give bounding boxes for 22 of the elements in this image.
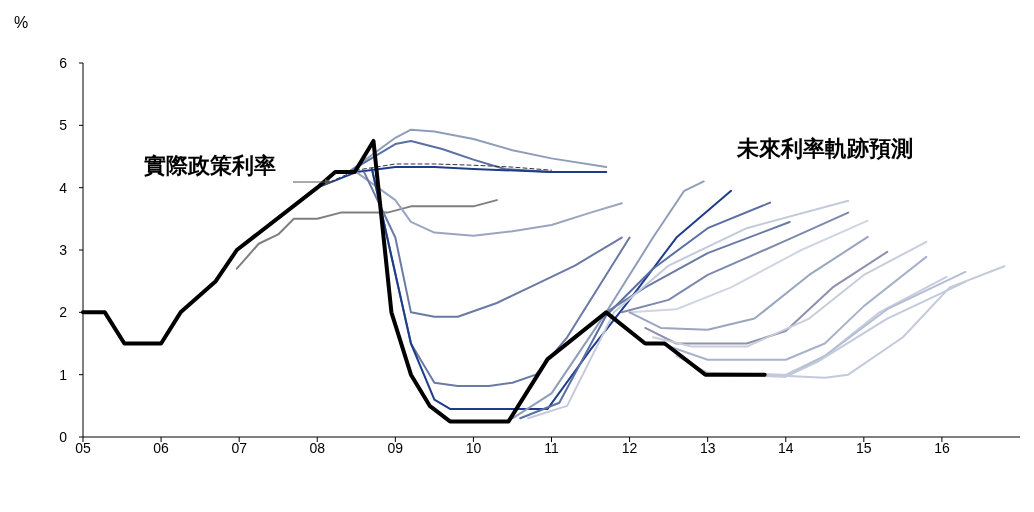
- y-tick-label: 3: [59, 242, 68, 258]
- x-tick-label: 12: [621, 440, 638, 456]
- x-tick-label: 14: [777, 440, 794, 456]
- y-tick-label: 2: [59, 304, 68, 321]
- y-tick-label: 1: [59, 366, 68, 383]
- x-tick-label: 06: [153, 440, 170, 456]
- annotation: 實際政策利率: [144, 153, 276, 178]
- x-tick-label: 05: [75, 440, 91, 456]
- y-tick-label: 6: [59, 55, 68, 71]
- annotation: 未來利率軌跡預測: [736, 136, 913, 161]
- x-tick-label: 09: [387, 440, 404, 456]
- x-tick-label: 07: [231, 440, 248, 456]
- x-tick-label: 11: [544, 440, 559, 456]
- y-tick-label: 0: [59, 429, 68, 445]
- x-tick-label: 10: [465, 440, 482, 456]
- x-tick-label: 16: [934, 440, 950, 456]
- x-tick-label: 15: [856, 440, 872, 456]
- y-tick-label: 5: [59, 117, 68, 134]
- y-axis-title: %: [14, 14, 29, 31]
- x-tick-label: 13: [699, 440, 716, 456]
- x-tick-label: 08: [309, 440, 326, 456]
- y-tick-label: 4: [59, 179, 68, 196]
